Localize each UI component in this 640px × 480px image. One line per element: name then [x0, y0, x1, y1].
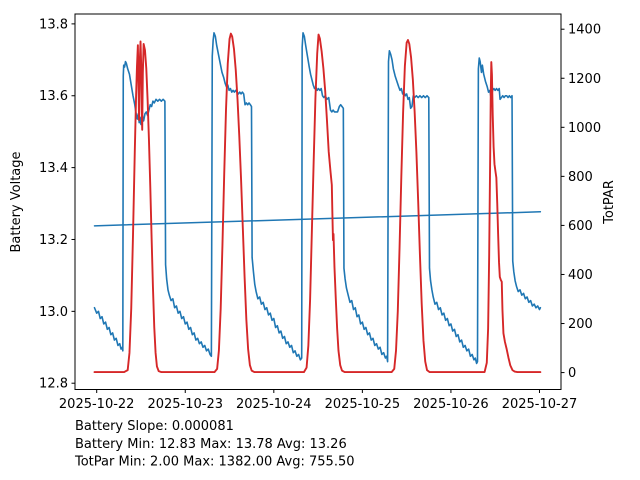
right-y-tick-label: 200 [568, 317, 593, 332]
left-y-tick-label: 13.4 [39, 161, 68, 176]
right-y-tick-label: 1000 [568, 121, 601, 136]
right-y-tick-label: 1400 [568, 23, 601, 38]
x-tick-label: 2025-10-27 [502, 397, 578, 412]
battery-trend-line [93, 211, 542, 227]
right-y-tick-label: 1200 [568, 72, 601, 87]
battery-voltage-line [93, 32, 542, 365]
left-y-tick-label: 13.8 [39, 17, 68, 32]
x-tick-label: 2025-10-23 [147, 397, 223, 412]
right-y-tick-label: 800 [568, 170, 593, 185]
stats-battery-minmax: Battery Min: 12.83 Max: 13.78 Avg: 13.26 [75, 437, 347, 452]
left-y-tick-label: 13.0 [39, 305, 68, 320]
chart-series [93, 32, 542, 374]
right-y-tick-label: 400 [568, 268, 593, 283]
left-y-tick-label: 13.6 [39, 89, 68, 104]
x-tick-label: 2025-10-25 [325, 397, 401, 412]
x-tick-label: 2025-10-26 [413, 397, 489, 412]
x-tick-label: 2025-10-24 [236, 397, 312, 412]
axis-ticks: 2025-10-22 2025-10-23 2025-10-24 2025-10-25… [39, 17, 601, 412]
x-tick-label: 2025-10-22 [59, 397, 135, 412]
right-y-tick-label: 600 [568, 219, 593, 234]
stats-totpar-minmax: TotPar Min: 2.00 Max: 1382.00 Avg: 755.5… [74, 455, 355, 470]
left-y-tick-label: 13.2 [39, 233, 68, 248]
right-y-tick-label: 0 [568, 366, 576, 381]
left-axis-label: Battery Voltage [9, 151, 24, 252]
left-y-tick-label: 12.8 [39, 377, 68, 392]
right-axis-label: TotPAR [602, 180, 617, 225]
totpar-line [93, 32, 542, 374]
stats-battery-slope: Battery Slope: 0.000081 [75, 419, 234, 434]
plot-area-border [74, 13, 562, 390]
